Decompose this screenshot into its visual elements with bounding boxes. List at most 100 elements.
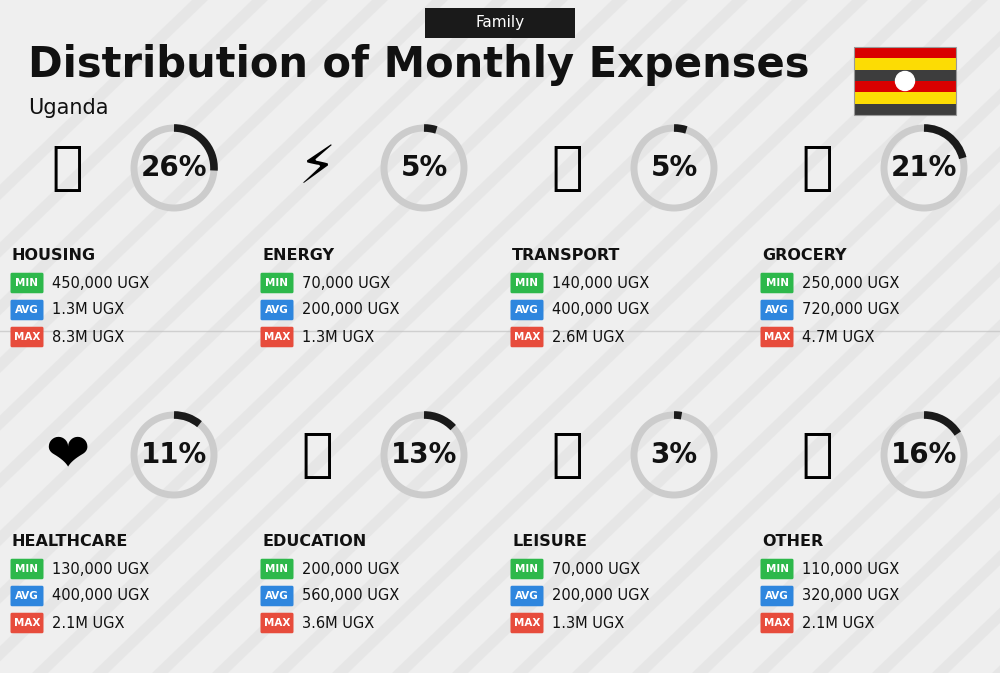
Text: MIN: MIN [15, 278, 38, 288]
Circle shape [896, 71, 915, 90]
Text: 26%: 26% [141, 154, 207, 182]
Text: ENERGY: ENERGY [262, 248, 334, 262]
FancyBboxPatch shape [761, 612, 794, 633]
Text: MIN: MIN [266, 564, 288, 574]
Text: MAX: MAX [264, 618, 290, 628]
Text: MIN: MIN [516, 278, 538, 288]
FancyBboxPatch shape [510, 273, 544, 293]
Text: MAX: MAX [514, 618, 540, 628]
Text: AVG: AVG [265, 305, 289, 315]
FancyBboxPatch shape [260, 559, 294, 579]
Text: 3%: 3% [650, 441, 698, 469]
Text: 2.1M UGX: 2.1M UGX [802, 616, 875, 631]
Text: 👜: 👜 [801, 429, 833, 481]
FancyBboxPatch shape [510, 327, 544, 347]
Text: AVG: AVG [265, 591, 289, 601]
Text: 21%: 21% [891, 154, 957, 182]
FancyBboxPatch shape [510, 586, 544, 606]
Text: 140,000 UGX: 140,000 UGX [552, 275, 649, 291]
FancyBboxPatch shape [10, 273, 43, 293]
FancyBboxPatch shape [10, 559, 43, 579]
Text: AVG: AVG [515, 305, 539, 315]
Text: 5%: 5% [400, 154, 448, 182]
Text: MAX: MAX [264, 332, 290, 342]
Text: 16%: 16% [891, 441, 957, 469]
Text: MAX: MAX [14, 332, 40, 342]
Text: 200,000 UGX: 200,000 UGX [302, 561, 400, 577]
Text: 1.3M UGX: 1.3M UGX [52, 302, 124, 318]
Text: 3.6M UGX: 3.6M UGX [302, 616, 374, 631]
Text: MIN: MIN [766, 278, 789, 288]
Text: Family: Family [475, 15, 525, 30]
Text: 450,000 UGX: 450,000 UGX [52, 275, 149, 291]
Text: AVG: AVG [765, 305, 789, 315]
Bar [854, 104, 956, 115]
Text: 400,000 UGX: 400,000 UGX [552, 302, 649, 318]
Text: MAX: MAX [764, 618, 790, 628]
Text: 4.7M UGX: 4.7M UGX [802, 330, 875, 345]
Text: MIN: MIN [266, 278, 288, 288]
FancyBboxPatch shape [510, 559, 544, 579]
Text: ❤: ❤ [45, 429, 89, 481]
FancyBboxPatch shape [10, 612, 43, 633]
FancyBboxPatch shape [761, 327, 794, 347]
FancyBboxPatch shape [260, 586, 294, 606]
Bar [854, 81, 956, 92]
Text: 🛒: 🛒 [801, 142, 833, 194]
Text: GROCERY: GROCERY [762, 248, 847, 262]
Text: 720,000 UGX: 720,000 UGX [802, 302, 900, 318]
Text: TRANSPORT: TRANSPORT [512, 248, 620, 262]
Text: AVG: AVG [765, 591, 789, 601]
FancyBboxPatch shape [510, 612, 544, 633]
Text: LEISURE: LEISURE [512, 534, 587, 548]
Text: 70,000 UGX: 70,000 UGX [302, 275, 390, 291]
FancyBboxPatch shape [10, 299, 43, 320]
Bar [854, 59, 956, 70]
Text: 1.3M UGX: 1.3M UGX [302, 330, 374, 345]
FancyBboxPatch shape [761, 559, 794, 579]
Bar [854, 92, 956, 104]
FancyBboxPatch shape [10, 586, 43, 606]
FancyBboxPatch shape [260, 612, 294, 633]
Text: 🎓: 🎓 [301, 429, 333, 481]
Bar [854, 70, 956, 81]
Text: HEALTHCARE: HEALTHCARE [12, 534, 128, 548]
Text: AVG: AVG [15, 591, 39, 601]
Text: 400,000 UGX: 400,000 UGX [52, 588, 149, 604]
Text: 70,000 UGX: 70,000 UGX [552, 561, 640, 577]
Text: Uganda: Uganda [28, 98, 108, 118]
Bar [854, 47, 956, 59]
Text: 320,000 UGX: 320,000 UGX [802, 588, 899, 604]
Text: 2.6M UGX: 2.6M UGX [552, 330, 624, 345]
Text: ⚡: ⚡ [298, 142, 336, 194]
FancyBboxPatch shape [425, 8, 575, 38]
FancyBboxPatch shape [510, 299, 544, 320]
Text: 200,000 UGX: 200,000 UGX [302, 302, 400, 318]
FancyBboxPatch shape [10, 327, 43, 347]
Text: 8.3M UGX: 8.3M UGX [52, 330, 124, 345]
Text: AVG: AVG [515, 591, 539, 601]
FancyBboxPatch shape [260, 299, 294, 320]
FancyBboxPatch shape [761, 299, 794, 320]
Text: MAX: MAX [514, 332, 540, 342]
FancyBboxPatch shape [761, 586, 794, 606]
Text: 13%: 13% [391, 441, 457, 469]
Bar [854, 47, 956, 115]
Text: 🏙: 🏙 [51, 142, 83, 194]
Text: 11%: 11% [141, 441, 207, 469]
Text: 200,000 UGX: 200,000 UGX [552, 588, 649, 604]
Text: MIN: MIN [15, 564, 38, 574]
Text: EDUCATION: EDUCATION [262, 534, 366, 548]
Text: 110,000 UGX: 110,000 UGX [802, 561, 899, 577]
FancyBboxPatch shape [260, 327, 294, 347]
Text: 5%: 5% [650, 154, 698, 182]
Text: OTHER: OTHER [762, 534, 823, 548]
Text: 1.3M UGX: 1.3M UGX [552, 616, 624, 631]
Text: MAX: MAX [14, 618, 40, 628]
Text: HOUSING: HOUSING [12, 248, 96, 262]
Text: 🚌: 🚌 [551, 142, 583, 194]
Text: 🛍: 🛍 [551, 429, 583, 481]
Text: MIN: MIN [516, 564, 538, 574]
Text: Distribution of Monthly Expenses: Distribution of Monthly Expenses [28, 44, 810, 86]
FancyBboxPatch shape [761, 273, 794, 293]
